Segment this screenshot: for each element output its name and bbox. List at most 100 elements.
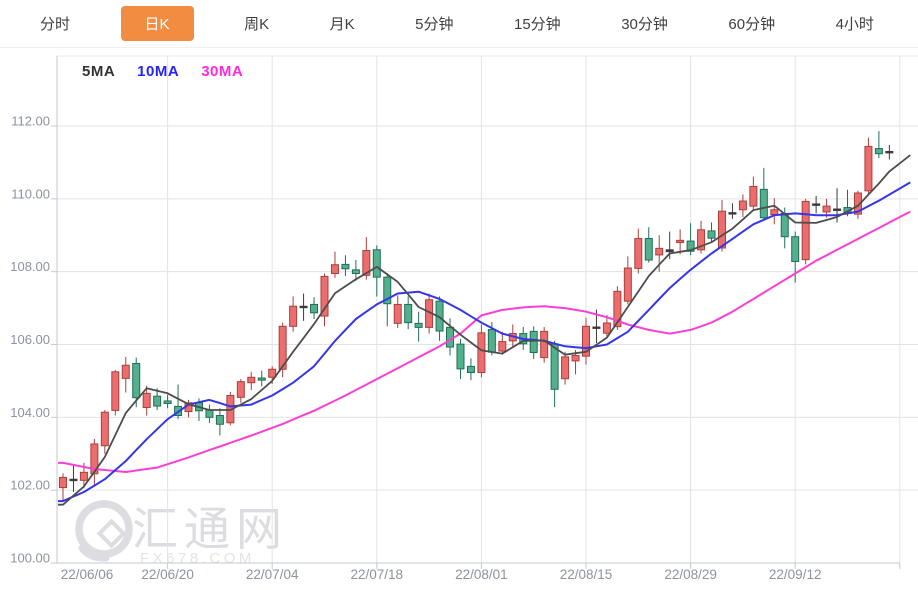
- legend-ma10: 10MA: [137, 63, 180, 80]
- candle-body: [90, 443, 99, 475]
- y-tick-label: 112.00: [11, 113, 50, 128]
- tab-daily-k[interactable]: 日K: [120, 6, 194, 41]
- watermark-brand: 汇通网: [132, 503, 288, 555]
- candle-body: [676, 239, 685, 244]
- candle-body: [874, 148, 883, 155]
- candle-body: [853, 192, 862, 215]
- grid-layer: [57, 56, 918, 563]
- candle-body: [613, 290, 622, 328]
- candle-body: [749, 185, 758, 207]
- timeframe-tabbar: 分时 日K 周K 月K 5分钟 15分钟 30分钟 60分钟 4小时: [0, 0, 918, 48]
- candle-body: [215, 415, 224, 425]
- candle-body: [885, 150, 894, 154]
- candle-body: [770, 209, 779, 215]
- tab-30min[interactable]: 30分钟: [621, 16, 668, 33]
- legend-ma30: 30MA: [201, 63, 244, 80]
- y-tick-label: 110.00: [11, 186, 50, 201]
- candle-body: [310, 303, 319, 314]
- candle-body: [738, 200, 747, 211]
- candle-body: [728, 212, 737, 215]
- candle-body: [153, 395, 162, 407]
- candle-body: [791, 236, 800, 262]
- candle-body: [592, 326, 601, 329]
- y-axis-labels: 100.00 102.00 104.00 106.00 108.00 110.00 112.…: [10, 113, 50, 565]
- tab-minute[interactable]: 分时: [40, 16, 71, 33]
- candle-body: [812, 203, 821, 206]
- legend-ma5: 5MA: [82, 63, 116, 80]
- tab-15min[interactable]: 15分钟: [513, 16, 561, 33]
- tab-4hour[interactable]: 4小时: [835, 16, 874, 33]
- candle-body: [362, 250, 371, 276]
- candle-body: [330, 264, 339, 274]
- candle-body: [717, 210, 726, 249]
- tab-60min[interactable]: 60分钟: [728, 16, 776, 33]
- candle-body: [236, 381, 245, 398]
- candle-body: [864, 145, 873, 192]
- x-axis-labels: 22/06/06 22/06/20 22/07/04 22/07/18 22/08/01…: [61, 567, 822, 582]
- ma-legend: 5MA 10MA 30MA: [82, 63, 243, 80]
- candle-body: [477, 332, 486, 374]
- candle-body: [561, 356, 570, 380]
- candle-body: [697, 229, 706, 251]
- candle-body: [132, 362, 141, 399]
- x-tick-label: 22/06/20: [141, 567, 194, 582]
- x-tick-label: 22/08/01: [455, 567, 508, 582]
- candle-body: [111, 371, 120, 411]
- candle-body: [341, 263, 350, 270]
- watermark-domain: FX678.COM: [140, 550, 255, 567]
- candle-body: [655, 247, 664, 256]
- x-tick-label: 22/07/18: [351, 567, 404, 582]
- ma30-line: [58, 210, 911, 473]
- candle-body: [100, 411, 109, 447]
- candle-body: [59, 476, 67, 489]
- candle-body: [299, 305, 308, 309]
- candles-layer: [59, 131, 894, 501]
- candle-body: [268, 368, 277, 378]
- candle-body: [759, 188, 768, 219]
- candle-body: [456, 343, 465, 370]
- candle-body: [550, 343, 559, 390]
- y-tick-label: 100.00: [10, 550, 50, 565]
- axes-layer: [51, 55, 918, 569]
- x-tick-label: 22/08/29: [664, 567, 717, 582]
- candle-body: [686, 240, 695, 252]
- candle-body: [498, 341, 507, 352]
- candle-body: [383, 276, 392, 305]
- x-tick-label: 22/09/12: [769, 567, 822, 582]
- candle-body: [320, 275, 329, 317]
- tab-weekly-k[interactable]: 周K: [244, 16, 270, 33]
- candle-body: [393, 303, 402, 324]
- tab-5min[interactable]: 5分钟: [415, 16, 454, 33]
- y-tick-label: 102.00: [10, 478, 50, 493]
- candle-body: [582, 325, 590, 357]
- candle-body: [404, 303, 413, 324]
- candle-body: [79, 471, 88, 481]
- y-tick-label: 106.00: [10, 332, 50, 347]
- x-tick-label: 22/08/15: [560, 567, 613, 582]
- candle-body: [529, 330, 538, 354]
- candle-body: [665, 249, 674, 253]
- candle-body: [142, 392, 151, 408]
- candle-body: [247, 376, 256, 384]
- candle-body: [571, 354, 580, 362]
- x-tick-label: 22/07/04: [246, 567, 299, 582]
- ma10-line: [58, 181, 911, 503]
- tab-monthly-k[interactable]: 月K: [329, 16, 355, 33]
- x-tick-label: 22/06/06: [61, 567, 114, 582]
- candle-body: [205, 409, 214, 418]
- candle-body: [634, 238, 643, 269]
- candle-body: [163, 400, 172, 404]
- candle-body: [257, 377, 266, 381]
- candle-body: [801, 200, 810, 261]
- candle-body: [351, 269, 360, 274]
- candle-body: [540, 330, 549, 359]
- candle-body: [623, 267, 632, 302]
- candle-body: [466, 365, 475, 374]
- candle-body: [289, 305, 298, 327]
- candle-body: [487, 329, 496, 353]
- y-tick-label: 108.00: [10, 259, 50, 274]
- ma5-line: [58, 154, 911, 506]
- candle-body: [602, 322, 611, 334]
